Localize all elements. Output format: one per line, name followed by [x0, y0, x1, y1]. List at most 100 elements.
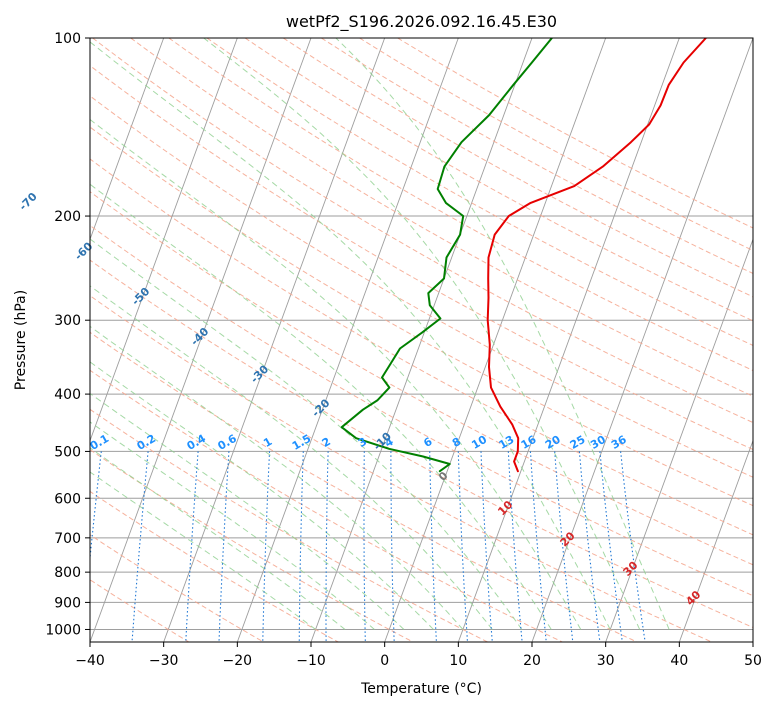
isotherm-label: 40: [683, 588, 703, 608]
x-tick-label: 40: [670, 653, 688, 669]
y-tick-label: 200: [54, 209, 81, 225]
mixing-ratio-line: [578, 451, 601, 642]
mixing-ratio-label: 10: [469, 433, 489, 452]
mixing-ratio-line: [480, 451, 493, 642]
mixing-ratio-line: [457, 451, 469, 642]
x-tick-label: 0: [380, 653, 389, 669]
isotherm-line: [90, 38, 238, 442]
isotherm-label: 0: [436, 469, 451, 484]
isotherm-line: [457, 38, 680, 642]
mixing-ratio-line: [363, 451, 366, 642]
moist-adiabat-line: [90, 118, 582, 630]
x-tick-label: 30: [597, 653, 615, 669]
mixing-ratio-line: [325, 451, 329, 642]
y-tick-label: 900: [54, 595, 81, 611]
mixing-ratio-label: 0.4: [185, 432, 209, 453]
dry-adiabat-line: [90, 191, 753, 566]
x-tick-label: −20: [223, 653, 253, 669]
dry-adiabat-line: [90, 224, 753, 597]
isotherm-label: -60: [72, 239, 95, 262]
mixing-ratio-line: [429, 451, 437, 642]
dry-adiabat-line: [90, 490, 339, 642]
isotherm-line: [531, 38, 753, 642]
mixing-ratio-label: 0.1: [88, 432, 111, 453]
isotherm-label: 10: [495, 498, 515, 518]
dry-adiabat-line: [90, 65, 753, 451]
chart-title: wetPf2_S196.2026.092.16.45.E30: [286, 12, 557, 32]
y-tick-label: 300: [54, 313, 81, 329]
isotherm-line: [384, 38, 607, 642]
isotherm-label: 30: [621, 559, 641, 579]
isotherm-line: [163, 38, 386, 642]
isotherm-line: [678, 439, 753, 642]
dry-adiabat-line: [92, 38, 753, 424]
isotherm-label: -70: [17, 190, 40, 213]
dry-adiabat-line: [90, 534, 264, 642]
mixing-ratio-line: [262, 451, 271, 642]
isotherm-label: -40: [188, 325, 211, 348]
axes: −40 −30 −20 −10 0 10 20 30 40 5010020030040050060…: [45, 31, 762, 669]
dry-adiabat-line: [90, 408, 488, 642]
temperature-line: [486, 38, 707, 473]
mixing-ratio-label: 1.5: [290, 432, 313, 453]
dry-adiabat-line: [130, 38, 753, 397]
isotherm-line: [605, 238, 753, 642]
dewpoint-line: [340, 38, 553, 473]
moist-adiabat-line: [90, 238, 523, 630]
isotherm-line: [752, 640, 753, 642]
dry-adiabat-line: [168, 38, 753, 372]
isotherm-line: [90, 38, 312, 642]
isotherm-line: [236, 38, 459, 642]
x-tick-label: −10: [296, 653, 326, 669]
dry-adiabat-line: [90, 126, 753, 507]
moist-adiabat-line: [90, 447, 346, 630]
x-tick-label: 10: [449, 653, 467, 669]
mixing-ratio-line: [507, 451, 523, 642]
x-tick-label: −40: [75, 653, 105, 669]
x-axis-label: Temperature (°C): [360, 681, 482, 697]
mixing-ratio-label: 0.2: [135, 432, 158, 453]
moist-adiabat-line: [90, 392, 405, 630]
mixing-ratio-line: [390, 451, 395, 642]
y-tick-label: 1000: [45, 622, 81, 638]
moist-adiabat-line: [90, 421, 375, 630]
y-tick-label: 500: [54, 444, 81, 460]
mixing-ratio-label: 2: [320, 435, 333, 450]
mixing-ratio-line: [298, 451, 304, 642]
y-tick-label: 800: [54, 565, 81, 581]
dry-adiabat-line: [397, 38, 753, 229]
mixing-ratio-line: [90, 451, 102, 563]
isotherm-label: -30: [248, 362, 271, 385]
dry-adiabat-line: [90, 295, 712, 642]
y-tick-label: 400: [54, 387, 81, 403]
mixing-ratio-line: [599, 451, 623, 642]
mixing-ratio-line: [218, 451, 230, 642]
background-lines: [90, 38, 753, 642]
isotherm-label: -20: [309, 396, 332, 419]
plot-frame: [89, 37, 754, 643]
sounding-series: [340, 38, 707, 473]
mixing-ratio-label: 1: [261, 435, 274, 450]
isotherm-line: [90, 38, 165, 241]
moist-adiabat-line: [90, 471, 316, 630]
dry-adiabat-line: [321, 38, 753, 274]
dry-adiabat-line: [244, 38, 753, 322]
x-tick-label: 20: [523, 653, 541, 669]
dry-adiabat-line: [90, 369, 563, 642]
x-tick-label: 50: [744, 653, 762, 669]
y-axis-label: Pressure (hPa): [13, 290, 29, 390]
y-tick-label: 100: [54, 31, 81, 47]
dry-adiabat-line: [90, 579, 190, 642]
mixing-ratio-label: 8: [450, 435, 463, 450]
mixing-ratio-line: [185, 451, 199, 642]
mixing-ratio-label: 6: [421, 435, 434, 450]
mixing-ratio-line: [620, 451, 646, 642]
x-tick-label: −30: [149, 653, 179, 669]
mixing-ratio-label: 36: [609, 433, 629, 452]
dry-adiabat-line: [206, 38, 753, 346]
mixing-ratio-label: 30: [588, 433, 608, 452]
isotherm-label: -50: [129, 285, 152, 308]
mixing-ratio-label: 13: [497, 433, 517, 452]
moist-adiabat-line: [335, 38, 670, 630]
